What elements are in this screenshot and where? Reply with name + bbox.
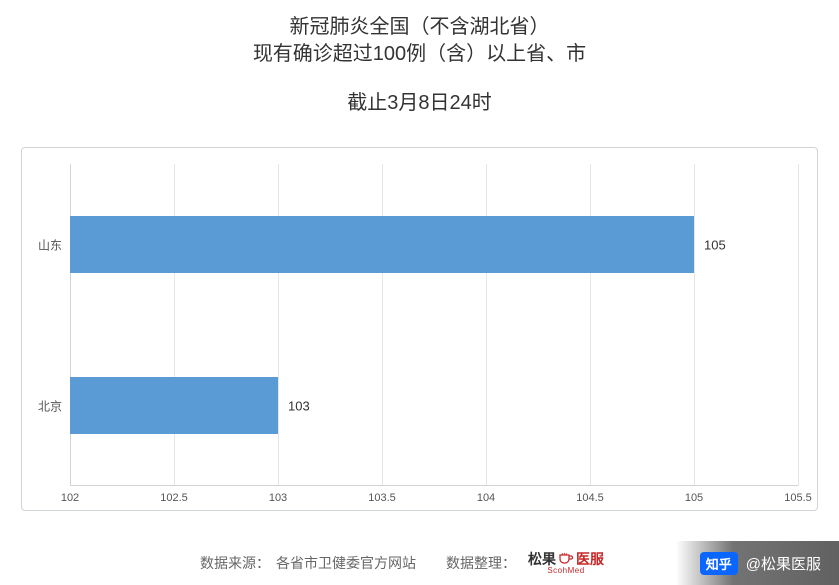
y-axis-line bbox=[70, 164, 71, 486]
y-category-label: 山东 bbox=[34, 236, 62, 253]
x-gridline bbox=[486, 164, 487, 486]
bar-value-label: 103 bbox=[288, 398, 310, 413]
org-logo-cn2: 医服 bbox=[576, 552, 604, 566]
x-gridline bbox=[278, 164, 279, 486]
bar bbox=[70, 377, 278, 435]
title-line-1: 新冠肺炎全国（不含湖北省） bbox=[0, 14, 839, 41]
x-gridline bbox=[694, 164, 695, 486]
zhihu-badge: 知乎 bbox=[700, 552, 738, 575]
y-category-label: 北京 bbox=[34, 397, 62, 414]
x-gridline bbox=[174, 164, 175, 486]
source-label: 数据来源： bbox=[200, 553, 270, 573]
x-gridline bbox=[590, 164, 591, 486]
org-label: 数据整理： bbox=[446, 553, 516, 573]
source-value: 各省市卫健委官方网站 bbox=[276, 553, 416, 573]
cup-icon bbox=[558, 552, 574, 566]
x-tick-label: 102 bbox=[61, 492, 79, 504]
chart-title-block: 新冠肺炎全国（不含湖北省） 现有确诊超过100例（含）以上省、市 截止3月8日2… bbox=[0, 0, 839, 117]
org-logo-top: 松果 医服 bbox=[528, 552, 604, 566]
x-gridline bbox=[798, 164, 799, 486]
x-axis-line bbox=[70, 485, 798, 486]
x-tick-label: 103 bbox=[269, 492, 287, 504]
x-tick-label: 105 bbox=[685, 492, 703, 504]
x-tick-label: 104.5 bbox=[576, 492, 604, 504]
x-tick-label: 103.5 bbox=[368, 492, 396, 504]
org-logo-cn1: 松果 bbox=[528, 552, 556, 566]
bar-value-label: 105 bbox=[704, 237, 726, 252]
x-tick-label: 105.5 bbox=[784, 492, 812, 504]
x-tick-label: 104 bbox=[477, 492, 495, 504]
org-logo: 松果 医服 ScohMed bbox=[528, 552, 604, 575]
footer-content: 数据来源： 各省市卫健委官方网站 数据整理： 松果 医服 ScohMed bbox=[200, 552, 604, 575]
x-gridline bbox=[382, 164, 383, 486]
x-tick-label: 102.5 bbox=[160, 492, 188, 504]
org-logo-en: ScohMed bbox=[547, 567, 584, 575]
watermark: 知乎 @松果医服 bbox=[676, 541, 839, 585]
watermark-text: @松果医服 bbox=[746, 553, 821, 574]
bar bbox=[70, 216, 694, 274]
title-subtitle: 截止3月8日24时 bbox=[0, 90, 839, 117]
chart-plot-area: 102102.5103103.5104104.5105105.5山东105北京1… bbox=[70, 164, 798, 486]
title-line-2: 现有确诊超过100例（含）以上省、市 bbox=[0, 41, 839, 68]
